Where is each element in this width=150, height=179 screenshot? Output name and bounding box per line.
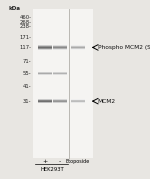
Bar: [71, 49, 85, 50]
Text: HEK293T: HEK293T: [41, 167, 64, 172]
Bar: [53, 45, 67, 46]
Bar: [71, 48, 85, 49]
Bar: [38, 100, 52, 101]
Bar: [53, 48, 67, 49]
Text: Phospho MCM2 (Ser108): Phospho MCM2 (Ser108): [98, 45, 150, 50]
Bar: [38, 48, 52, 49]
Bar: [71, 47, 85, 48]
Bar: [38, 46, 52, 47]
Bar: [53, 99, 67, 100]
Text: 31-: 31-: [23, 99, 32, 104]
Text: 171-: 171-: [20, 35, 32, 40]
Bar: [38, 99, 52, 100]
Text: kDa: kDa: [8, 6, 20, 11]
Bar: [71, 48, 85, 49]
Bar: [38, 46, 52, 47]
Bar: [53, 99, 67, 100]
Bar: [53, 45, 67, 46]
Bar: [71, 102, 85, 103]
Bar: [71, 47, 85, 48]
Bar: [53, 100, 67, 101]
Bar: [53, 102, 67, 103]
Bar: [38, 102, 52, 103]
Text: +: +: [42, 159, 48, 165]
Bar: [53, 101, 67, 102]
Bar: [38, 73, 52, 74]
Text: MCM2: MCM2: [98, 99, 116, 104]
Bar: [71, 100, 85, 101]
Text: 41-: 41-: [23, 84, 32, 89]
Bar: [53, 74, 67, 75]
Bar: [38, 47, 52, 48]
Bar: [38, 99, 52, 100]
Bar: [71, 46, 85, 47]
Bar: [71, 101, 85, 102]
Bar: [33, 9, 93, 158]
Bar: [53, 46, 67, 47]
Bar: [38, 49, 52, 50]
Text: 268-: 268-: [20, 20, 32, 25]
Bar: [53, 47, 67, 48]
Text: 238-: 238-: [20, 24, 32, 29]
Bar: [71, 99, 85, 100]
Text: Etoposide: Etoposide: [66, 159, 90, 165]
Bar: [38, 100, 52, 101]
Bar: [53, 48, 67, 49]
Bar: [71, 45, 85, 46]
Bar: [38, 74, 52, 75]
Text: 460-: 460-: [20, 14, 32, 20]
Text: 55-: 55-: [23, 71, 32, 76]
Bar: [71, 49, 85, 50]
Bar: [38, 73, 52, 74]
Bar: [71, 101, 85, 102]
Bar: [53, 73, 67, 74]
Bar: [38, 72, 52, 73]
Text: -: -: [59, 159, 61, 165]
Bar: [53, 72, 67, 73]
Text: 117-: 117-: [20, 45, 32, 50]
Bar: [53, 47, 67, 48]
Text: 71-: 71-: [23, 59, 32, 64]
Bar: [53, 74, 67, 75]
Bar: [53, 73, 67, 74]
Bar: [71, 46, 85, 47]
Bar: [38, 101, 52, 102]
Bar: [38, 45, 52, 46]
Bar: [53, 100, 67, 101]
Bar: [38, 74, 52, 75]
Bar: [53, 49, 67, 50]
